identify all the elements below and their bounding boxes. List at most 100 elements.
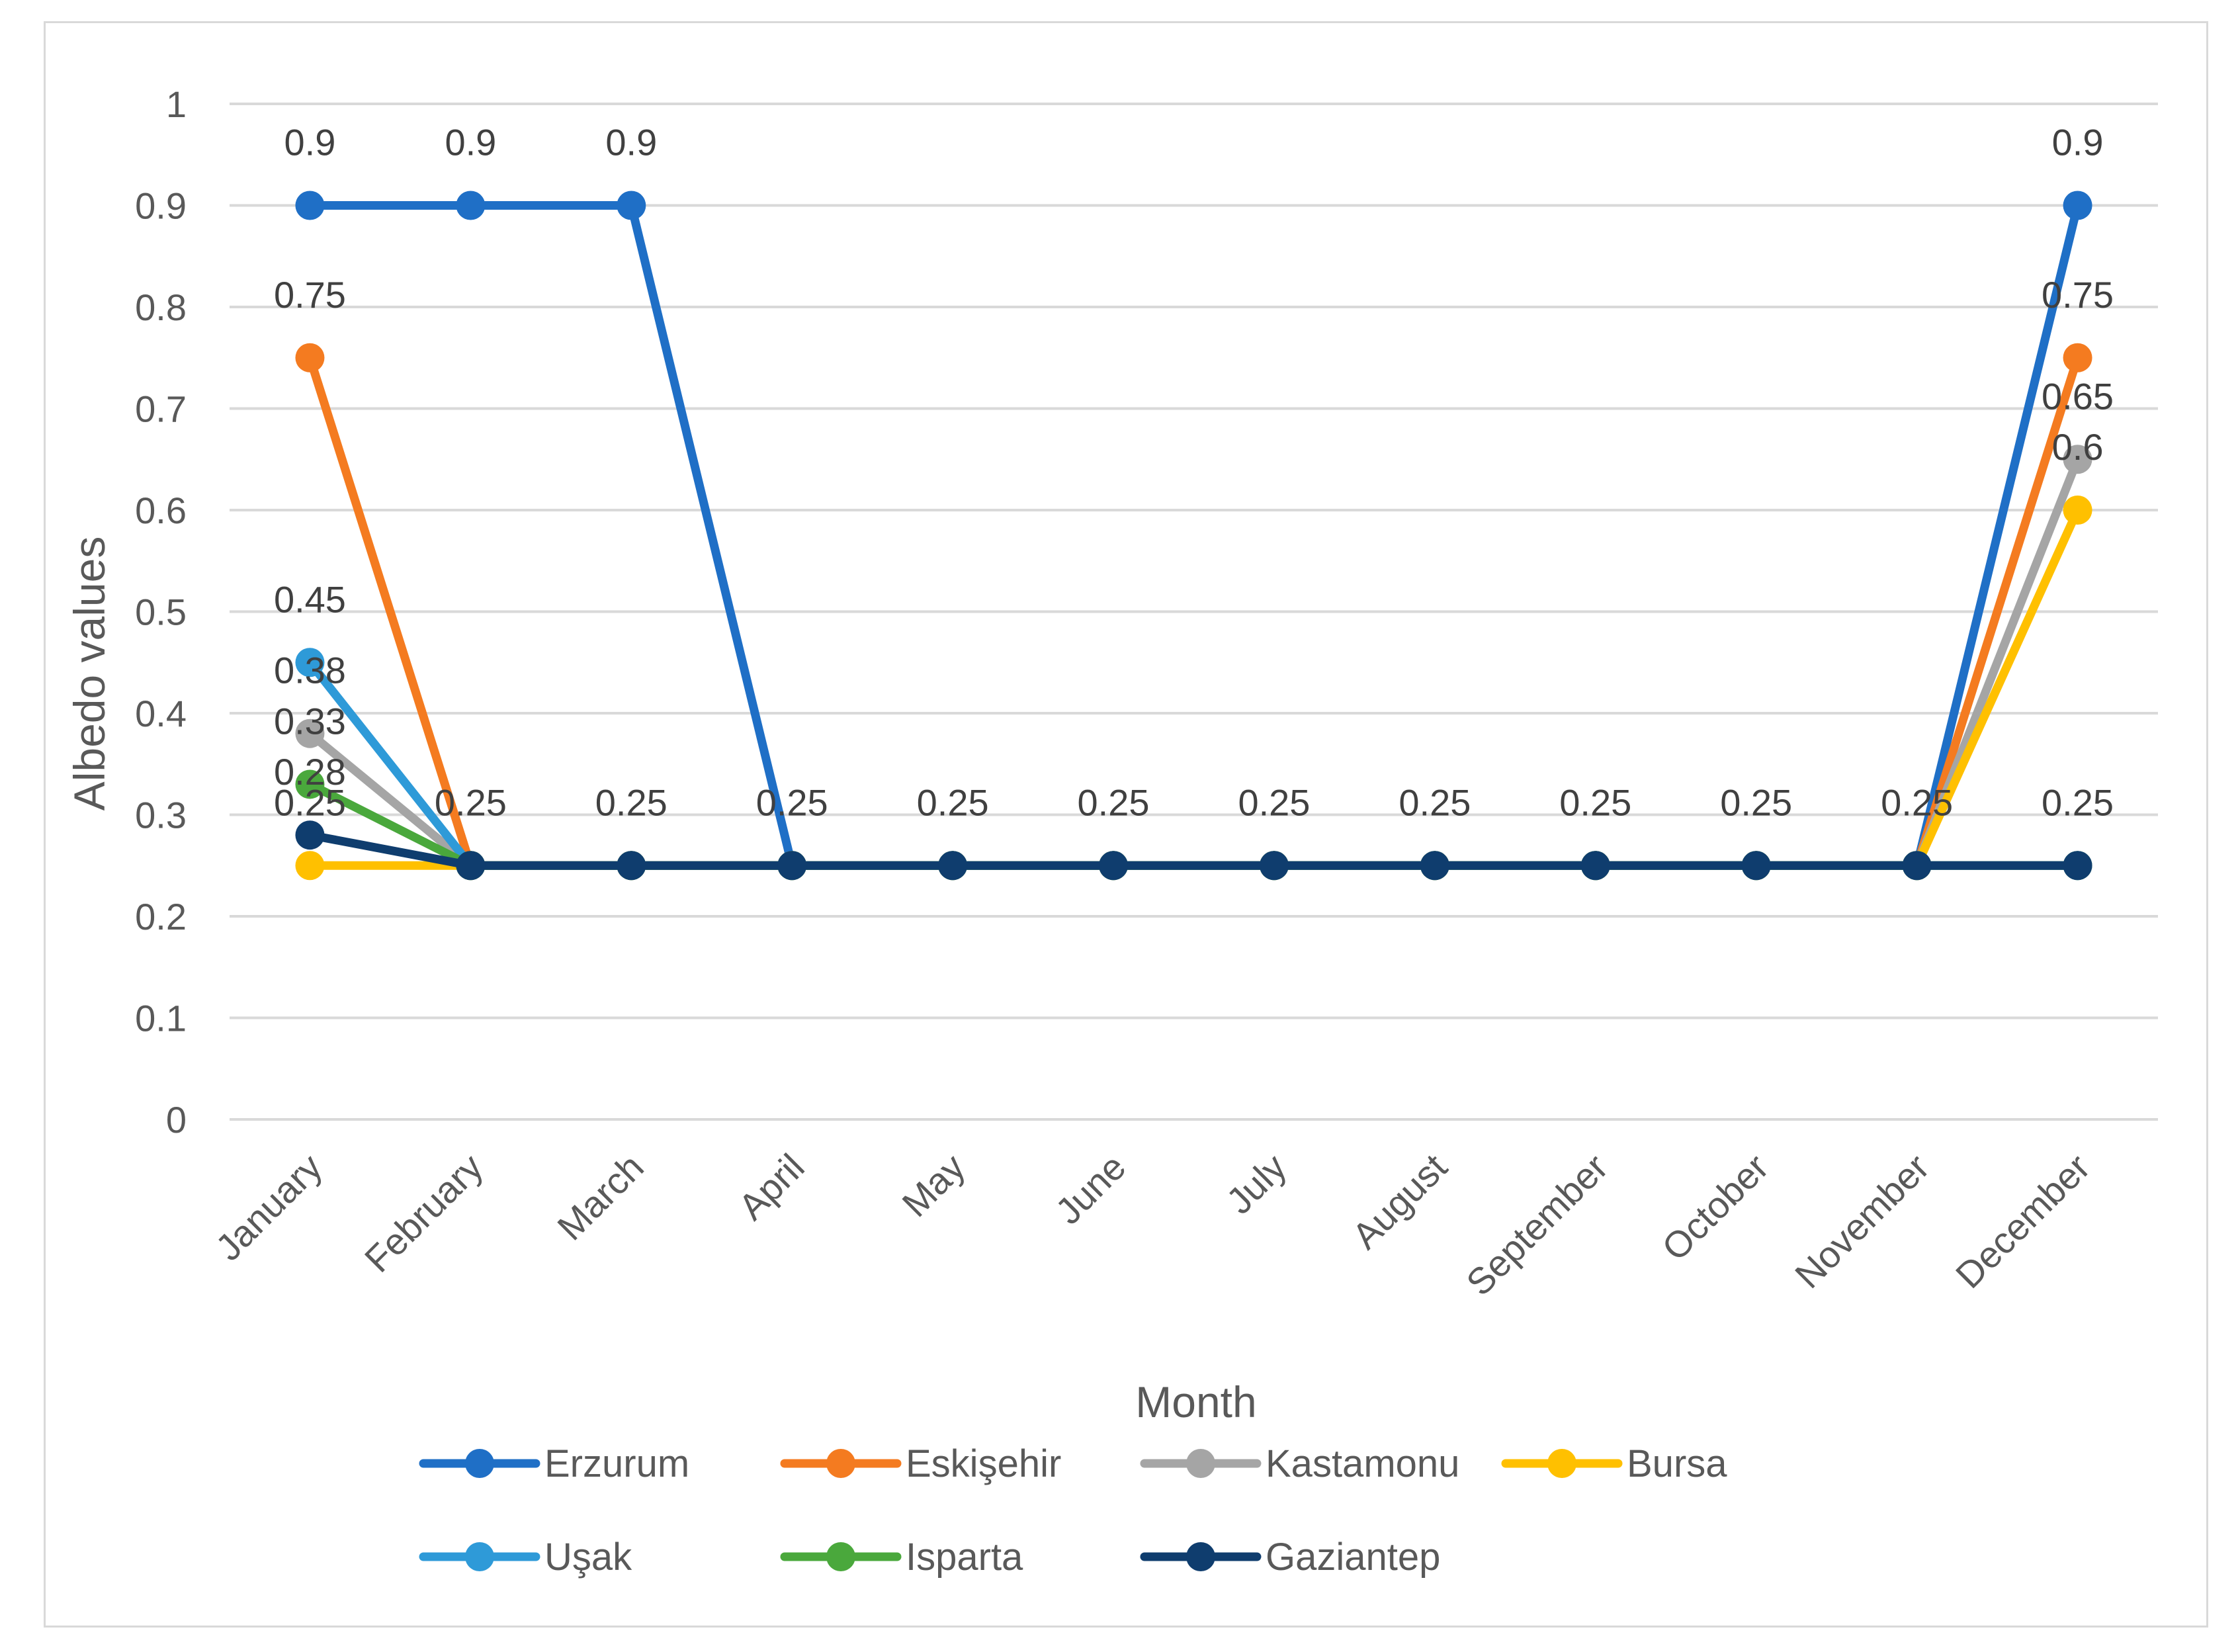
data-point (617, 851, 646, 881)
data-point (295, 191, 325, 220)
y-tick-label: 0.1 (135, 998, 187, 1039)
legend-label: Bursa (1627, 1442, 1727, 1485)
data-point (2063, 191, 2092, 220)
data-label: 0.25 (917, 781, 989, 823)
data-label: 0.75 (274, 274, 346, 316)
y-axis-title: Albedo values (65, 537, 114, 811)
series-line (305, 201, 2083, 870)
data-label: 0.25 (1238, 781, 1310, 823)
x-axis-ticks: January February March April May June July Augu… (208, 1146, 2098, 1304)
y-tick-label: 0.4 (135, 693, 187, 734)
legend-item: Eskişehir (780, 1442, 1061, 1485)
data-point (1420, 851, 1449, 881)
data-point (938, 851, 968, 881)
legend-swatch-marker (826, 1542, 855, 1571)
data-point (1902, 851, 1932, 881)
data-label: 0.75 (2042, 274, 2114, 316)
legend-item: Gaziantep (1140, 1536, 1440, 1579)
series-bursa (295, 496, 2092, 881)
x-tick-label: August (1344, 1146, 1455, 1257)
y-tick-label: 0.3 (135, 795, 187, 836)
series-gaziantep (295, 820, 2092, 881)
legend-swatch-marker (1547, 1449, 1576, 1478)
series-line (305, 505, 2083, 870)
x-axis-title: Month (1135, 1377, 1256, 1426)
x-tick-label: October (1654, 1146, 1776, 1268)
data-point (1580, 851, 1610, 881)
data-point (617, 191, 646, 220)
data-point (2063, 851, 2092, 881)
legend-swatch-marker (1186, 1542, 1215, 1571)
data-point (1099, 851, 1129, 881)
x-tick-label: February (357, 1146, 491, 1280)
data-label: 0.25 (1399, 781, 1471, 823)
series-lines (295, 191, 2092, 881)
legend-item: Bursa (1501, 1442, 1727, 1485)
x-tick-label: June (1047, 1146, 1133, 1232)
data-label: 0.33 (274, 700, 346, 742)
y-tick-label: 0.8 (135, 286, 187, 328)
y-axis-ticks: 0 0.1 0.2 0.3 0.4 0.5 0.6 0.7 0.8 0.9 1 (135, 83, 187, 1141)
y-tick-label: 0.2 (135, 896, 187, 937)
data-label: 0.25 (1881, 781, 1953, 823)
legend-swatch-marker (1186, 1449, 1215, 1478)
data-label: 0.25 (756, 781, 828, 823)
data-point (295, 851, 325, 881)
y-tick-label: 0 (166, 1099, 187, 1141)
data-point (295, 648, 325, 677)
data-point (295, 718, 325, 748)
x-tick-label: May (894, 1146, 972, 1225)
data-label: 0.6 (2052, 426, 2104, 468)
legend-swatch-marker (465, 1449, 494, 1478)
data-label: 0.25 (595, 781, 668, 823)
data-label: 0.25 (1720, 781, 1792, 823)
legend: Erzurum Eskişehir Kastamonu Bursa Uşak Ispart… (419, 1442, 1727, 1579)
x-tick-label: March (549, 1146, 652, 1248)
legend-label: Isparta (906, 1536, 1023, 1579)
legend-label: Erzurum (544, 1442, 689, 1485)
data-point (2063, 445, 2092, 474)
data-point (777, 851, 807, 881)
data-point (456, 191, 486, 220)
legend-item: Uşak (419, 1536, 632, 1579)
data-label: 0.65 (2042, 375, 2114, 417)
y-tick-label: 0.9 (135, 185, 187, 227)
data-labels: 0.9 0.9 0.9 0.9 0.75 0.75 0.38 0.65 0.25 0.6 0.45 0… (274, 122, 2114, 824)
data-label: 0.28 (274, 751, 346, 793)
data-label: 0.25 (1078, 781, 1150, 823)
data-label: 0.25 (2042, 781, 2114, 823)
x-tick-label: July (1218, 1146, 1294, 1222)
legend-label: Kastamonu (1266, 1442, 1459, 1485)
legend-item: Isparta (780, 1536, 1023, 1579)
legend-label: Eskişehir (906, 1442, 1061, 1485)
data-label: 0.9 (605, 122, 657, 163)
data-point (456, 851, 486, 881)
series-line (305, 779, 2083, 870)
data-label: 0.9 (284, 122, 336, 163)
data-label: 0.9 (2052, 122, 2104, 163)
series-erzurum (295, 191, 2092, 881)
data-label: 0.25 (1559, 781, 1631, 823)
data-point (295, 343, 325, 372)
data-point (1259, 851, 1289, 881)
x-tick-label: September (1458, 1146, 1615, 1303)
gridlines (230, 103, 2158, 1121)
data-label: 0.25 (435, 781, 507, 823)
series-line (305, 830, 2083, 870)
legend-label: Uşak (544, 1536, 632, 1579)
chart-frame (44, 21, 2208, 1628)
series-uşak (295, 648, 2092, 881)
data-point (1741, 851, 1771, 881)
x-tick-label: December (1948, 1146, 2098, 1296)
x-tick-label: January (208, 1146, 330, 1268)
y-tick-label: 0.6 (135, 490, 187, 531)
data-label: 0.9 (445, 122, 496, 163)
legend-label: Gaziantep (1266, 1536, 1440, 1579)
data-label: 0.45 (274, 578, 346, 620)
data-label: 0.38 (274, 650, 346, 691)
y-tick-label: 0.7 (135, 388, 187, 430)
y-tick-label: 0.5 (135, 591, 187, 633)
legend-item: Kastamonu (1140, 1442, 1459, 1485)
data-point (2063, 496, 2092, 525)
